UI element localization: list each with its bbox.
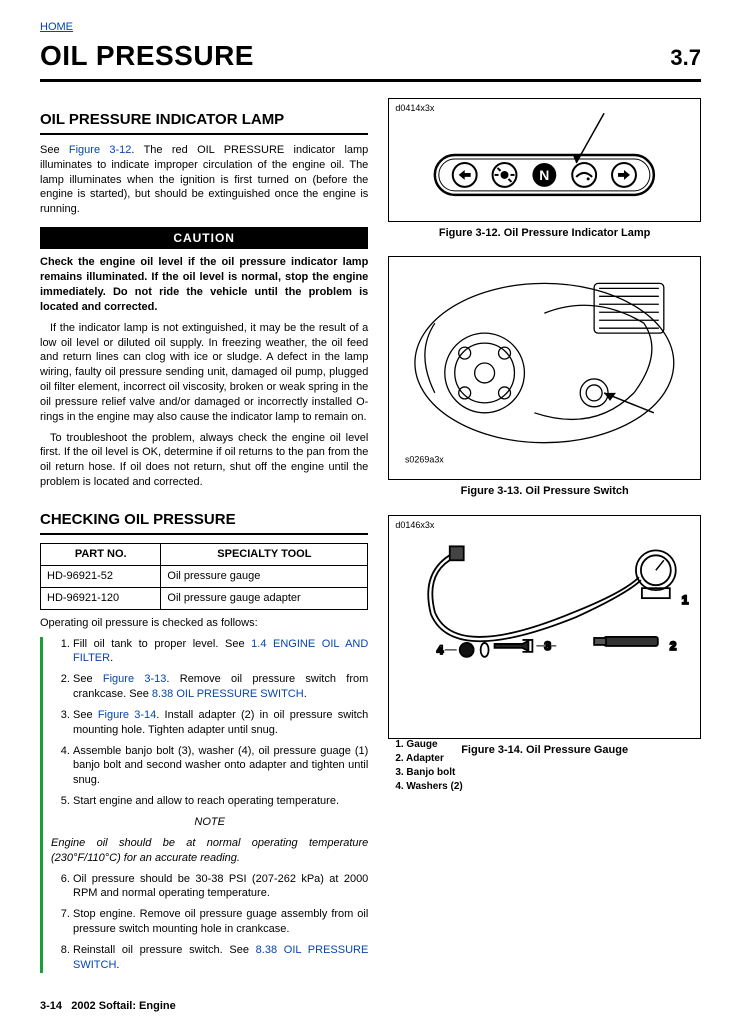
pressure-switch-diagram: s0269a3x (395, 263, 694, 473)
diagnostic-para-1: If the indicator lamp is not extinguishe… (40, 321, 368, 425)
col-part: PART NO. (41, 544, 161, 566)
step-5: Start engine and allow to reach operatin… (73, 794, 368, 809)
fig-13-link[interactable]: Figure 3-13 (103, 673, 167, 685)
svg-text:1: 1 (682, 593, 689, 607)
fig-13-label: s0269a3x (405, 455, 444, 465)
step-3: See Figure 3-14. Install adapter (2) in … (73, 708, 368, 738)
step-2: See Figure 3-13. Remove oil pressure swi… (73, 672, 368, 702)
step-6: Oil pressure should be 30-38 PSI (207-26… (73, 872, 368, 902)
table-row: HD-96921-52Oil pressure gauge (41, 566, 368, 588)
indicator-intro: See Figure 3-12. The red OIL PRESSURE in… (40, 143, 368, 217)
note-label: NOTE (51, 815, 368, 830)
page-title: OIL PRESSURE (40, 37, 254, 75)
table-row: HD-96921-120Oil pressure gauge adapter (41, 587, 368, 609)
svg-text:2: 2 (670, 639, 677, 653)
indicator-lamp-heading: OIL PRESSURE INDICATOR LAMP (40, 110, 368, 135)
step-8: Reinstall oil pressure switch. See 8.38 … (73, 943, 368, 973)
fig-14-legend: 1. Gauge 2. Adapter 3. Banjo bolt 4. Was… (395, 738, 694, 794)
figure-12: d0414x3x N (388, 98, 701, 222)
svg-text:N: N (540, 167, 550, 183)
col-tool: SPECIALTY TOOL (161, 544, 368, 566)
fig-14-link[interactable]: Figure 3-14 (98, 709, 156, 721)
fig-14-label: d0146x3x (395, 519, 434, 531)
page-number: 3-14 (40, 1000, 62, 1012)
section-number: 3.7 (670, 43, 701, 73)
pressure-gauge-diagram: 1 2 3 4 (395, 522, 694, 732)
caution-text: Check the engine oil level if the oil pr… (40, 255, 368, 314)
text: See (40, 144, 69, 156)
indicator-lamp-diagram: N (395, 105, 694, 215)
step-7: Stop engine. Remove oil pressure guage a… (73, 907, 368, 937)
figure-13: s0269a3x (388, 256, 701, 480)
step-4: Assemble banjo bolt (3), washer (4), oil… (73, 744, 368, 789)
page-footer: 3-14 2002 Softail: Engine (40, 999, 701, 1014)
procedure-list: Fill oil tank to proper level. See 1.4 E… (51, 637, 368, 809)
checking-heading: CHECKING OIL PRESSURE (40, 510, 368, 535)
diagnostic-para-2: To troubleshoot the problem, always chec… (40, 431, 368, 490)
caution-bar: CAUTION (40, 227, 368, 249)
note-text: Engine oil should be at normal operating… (51, 836, 368, 866)
fig-12-label: d0414x3x (395, 102, 434, 114)
procedure-intro: Operating oil pressure is checked as fol… (40, 616, 368, 631)
fig-13-caption: Figure 3-13. Oil Pressure Switch (388, 484, 701, 499)
procedure-list-2: Oil pressure should be 30-38 PSI (207-26… (51, 872, 368, 973)
specialty-tool-table: PART NO.SPECIALTY TOOL HD-96921-52Oil pr… (40, 543, 368, 610)
pressure-switch-link[interactable]: 8.38 OIL PRESSURE SWITCH (152, 688, 304, 700)
step-1: Fill oil tank to proper level. See 1.4 E… (73, 637, 368, 667)
doc-title: 2002 Softail: Engine (71, 1000, 176, 1012)
figure-14: d0146x3x 1 2 3 (388, 515, 701, 739)
page-header: OIL PRESSURE 3.7 (40, 37, 701, 82)
fig-12-caption: Figure 3-12. Oil Pressure Indicator Lamp (388, 226, 701, 241)
home-link[interactable]: HOME (40, 20, 701, 35)
fig-12-link[interactable]: Figure 3-12 (69, 144, 132, 156)
svg-text:4: 4 (437, 643, 444, 657)
